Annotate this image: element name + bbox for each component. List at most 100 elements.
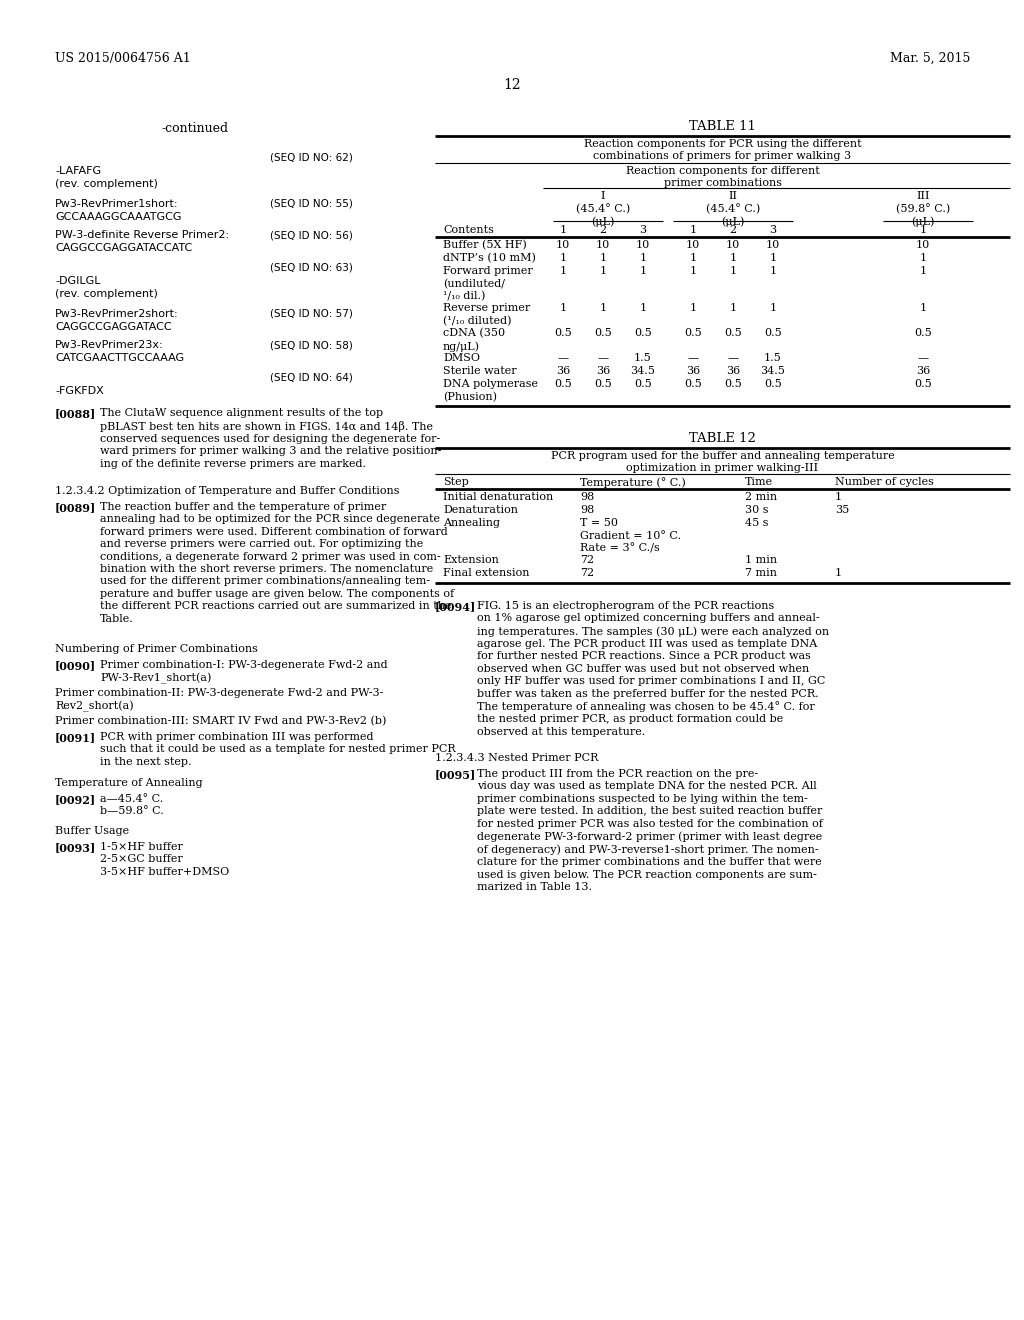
Text: 0.5: 0.5: [724, 327, 741, 338]
Text: The ClutaW sequence alignment results of the top
pBLAST best ten hits are shown : The ClutaW sequence alignment results of…: [100, 408, 441, 469]
Text: 1: 1: [559, 304, 566, 313]
Text: [0093]: [0093]: [55, 842, 96, 853]
Text: 45 s: 45 s: [745, 517, 768, 528]
Text: 1.5: 1.5: [764, 352, 782, 363]
Text: PW-3-definite Reverse Primer2:: PW-3-definite Reverse Primer2:: [55, 230, 229, 240]
Text: 10: 10: [726, 240, 740, 249]
Text: -continued: -continued: [162, 121, 228, 135]
Text: 10: 10: [636, 240, 650, 249]
Text: TABLE 12: TABLE 12: [689, 432, 756, 445]
Text: 1 min: 1 min: [745, 554, 777, 565]
Text: (SEQ ID NO: 56): (SEQ ID NO: 56): [270, 230, 353, 240]
Text: 1: 1: [729, 253, 736, 263]
Text: Pw3-RevPrimer2short:: Pw3-RevPrimer2short:: [55, 309, 178, 319]
Text: [0092]: [0092]: [55, 795, 96, 805]
Text: Reaction components for PCR using the different
combinations of primers for prim: Reaction components for PCR using the di…: [584, 139, 861, 161]
Text: PCR with primer combination III was performed
such that it could be used as a te: PCR with primer combination III was perf…: [100, 733, 456, 767]
Text: Numbering of Primer Combinations: Numbering of Primer Combinations: [55, 644, 258, 653]
Text: 3: 3: [639, 224, 646, 235]
Text: 1: 1: [599, 253, 606, 263]
Text: 36: 36: [686, 366, 700, 376]
Text: Final extension: Final extension: [443, 568, 529, 578]
Text: 98: 98: [580, 492, 594, 502]
Text: (undiluted/: (undiluted/: [443, 279, 505, 289]
Text: 1: 1: [689, 253, 696, 263]
Text: 1: 1: [639, 304, 646, 313]
Text: DMSO: DMSO: [443, 352, 480, 363]
Text: CATCGAACTTGCCAAAG: CATCGAACTTGCCAAAG: [55, 352, 184, 363]
Text: 3: 3: [769, 224, 776, 235]
Text: 0.5: 0.5: [554, 327, 571, 338]
Text: cDNA (350: cDNA (350: [443, 327, 505, 338]
Text: 1: 1: [599, 304, 606, 313]
Text: 1-5×HF buffer
2-5×GC buffer
3-5×HF buffer+DMSO: 1-5×HF buffer 2-5×GC buffer 3-5×HF buffe…: [100, 842, 229, 876]
Text: 10: 10: [686, 240, 700, 249]
Text: PCR program used for the buffer and annealing temperature
optimization in primer: PCR program used for the buffer and anne…: [551, 451, 894, 474]
Text: CAGGCCGAGGATACCATC: CAGGCCGAGGATACCATC: [55, 243, 193, 253]
Text: [0089]: [0089]: [55, 502, 96, 513]
Text: 35: 35: [835, 506, 849, 515]
Text: 1: 1: [689, 224, 696, 235]
Text: 1: 1: [639, 253, 646, 263]
Text: 1: 1: [689, 304, 696, 313]
Text: 1: 1: [639, 267, 646, 276]
Text: 12: 12: [503, 78, 521, 92]
Text: 36: 36: [726, 366, 740, 376]
Text: Forward primer: Forward primer: [443, 267, 532, 276]
Text: 1: 1: [835, 568, 842, 578]
Text: III
(59.8° C.)
(μL): III (59.8° C.) (μL): [896, 191, 950, 227]
Text: a—45.4° C.
b—59.8° C.: a—45.4° C. b—59.8° C.: [100, 795, 164, 816]
Text: 2: 2: [599, 224, 606, 235]
Text: 36: 36: [915, 366, 930, 376]
Text: (Phusion): (Phusion): [443, 392, 497, 403]
Text: 0.5: 0.5: [914, 379, 932, 389]
Text: 1: 1: [920, 224, 927, 235]
Text: 0.5: 0.5: [634, 327, 652, 338]
Text: Primer combination-III: SMART IV Fwd and PW-3-Rev2 (b): Primer combination-III: SMART IV Fwd and…: [55, 715, 386, 726]
Text: Contents: Contents: [443, 224, 494, 235]
Text: 10: 10: [596, 240, 610, 249]
Text: (SEQ ID NO: 55): (SEQ ID NO: 55): [270, 199, 353, 209]
Text: dNTP’s (10 mM): dNTP’s (10 mM): [443, 253, 536, 263]
Text: (SEQ ID NO: 57): (SEQ ID NO: 57): [270, 309, 353, 319]
Text: (¹/₁₀ diluted): (¹/₁₀ diluted): [443, 315, 512, 326]
Text: (SEQ ID NO: 63): (SEQ ID NO: 63): [270, 263, 353, 273]
Text: I
(45.4° C.)
(μL): I (45.4° C.) (μL): [575, 191, 630, 227]
Text: (rev. complement): (rev. complement): [55, 180, 158, 189]
Text: 0.5: 0.5: [914, 327, 932, 338]
Text: II
(45.4° C.)
(μL): II (45.4° C.) (μL): [706, 191, 760, 227]
Text: The reaction buffer and the temperature of primer
annealing had to be optimized : The reaction buffer and the temperature …: [100, 502, 454, 623]
Text: 0.5: 0.5: [594, 327, 612, 338]
Text: 0.5: 0.5: [684, 327, 701, 338]
Text: Rate = 3° C./s: Rate = 3° C./s: [580, 543, 659, 553]
Text: 1: 1: [835, 492, 842, 502]
Text: -LAFAFG: -LAFAFG: [55, 166, 101, 176]
Text: FIG. 15 is an electropherogram of the PCR reactions
on 1% agarose gel optimized : FIG. 15 is an electropherogram of the PC…: [477, 601, 829, 737]
Text: 1: 1: [559, 224, 566, 235]
Text: 10: 10: [766, 240, 780, 249]
Text: ¹/₁₀ dil.): ¹/₁₀ dil.): [443, 290, 485, 301]
Text: 0.5: 0.5: [594, 379, 612, 389]
Text: 0.5: 0.5: [724, 379, 741, 389]
Text: Time: Time: [745, 477, 773, 487]
Text: 1: 1: [729, 267, 736, 276]
Text: Step: Step: [443, 477, 469, 487]
Text: 1: 1: [599, 267, 606, 276]
Text: (SEQ ID NO: 62): (SEQ ID NO: 62): [270, 153, 353, 162]
Text: 1.2.3.4.3 Nested Primer PCR: 1.2.3.4.3 Nested Primer PCR: [435, 752, 598, 763]
Text: 0.5: 0.5: [554, 379, 571, 389]
Text: Primer combination-II: PW-3-degenerate Fwd-2 and PW-3-
Rev2_short(a): Primer combination-II: PW-3-degenerate F…: [55, 688, 383, 711]
Text: 0.5: 0.5: [634, 379, 652, 389]
Text: 0.5: 0.5: [684, 379, 701, 389]
Text: 7 min: 7 min: [745, 568, 777, 578]
Text: 1: 1: [920, 253, 927, 263]
Text: Mar. 5, 2015: Mar. 5, 2015: [890, 51, 970, 65]
Text: 34.5: 34.5: [761, 366, 785, 376]
Text: [0095]: [0095]: [435, 770, 476, 780]
Text: 1.2.3.4.2 Optimization of Temperature and Buffer Conditions: 1.2.3.4.2 Optimization of Temperature an…: [55, 486, 399, 496]
Text: 0.5: 0.5: [764, 327, 782, 338]
Text: 1: 1: [559, 267, 566, 276]
Text: (SEQ ID NO: 64): (SEQ ID NO: 64): [270, 374, 353, 383]
Text: 1: 1: [769, 267, 776, 276]
Text: 2: 2: [729, 224, 736, 235]
